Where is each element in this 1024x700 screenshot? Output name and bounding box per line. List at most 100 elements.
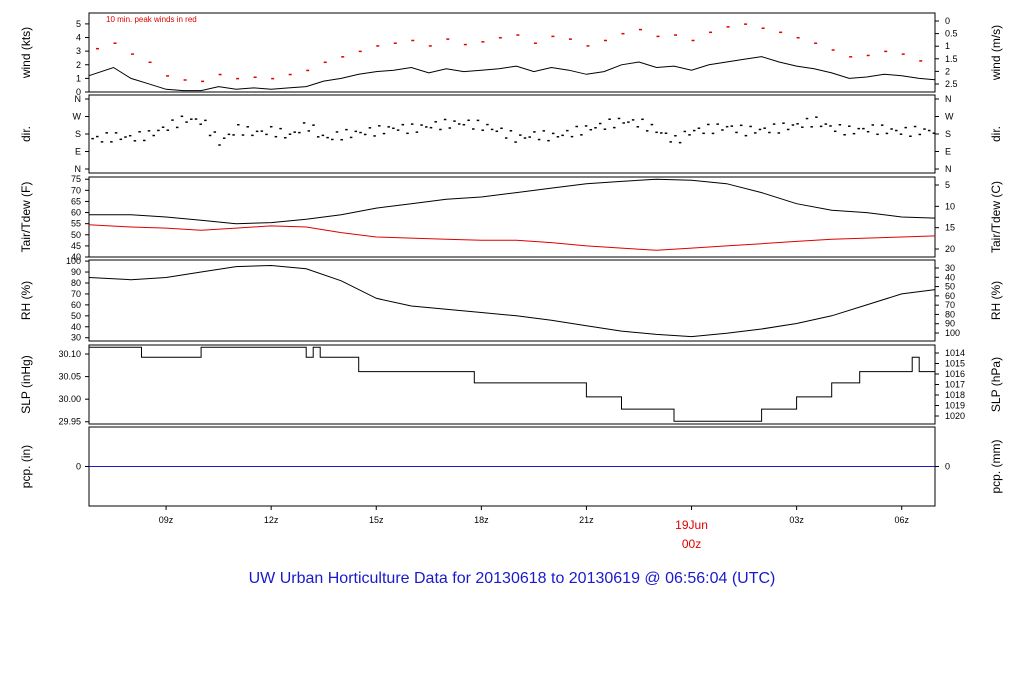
dir-point [114, 132, 118, 134]
slp-left-tick-label: 30.05 [58, 372, 81, 382]
dir-point [321, 134, 325, 137]
dir-point [810, 126, 813, 128]
tair-series-1-line [88, 224, 936, 251]
tair-right-tick-label: 5 [945, 180, 950, 190]
dir-point [791, 124, 795, 126]
dir-point [833, 130, 837, 133]
wind-right-tick-label: 0 [945, 16, 950, 26]
day-marker-hour: 00z [682, 537, 701, 551]
dir-point [316, 136, 320, 138]
dir-point [519, 134, 522, 136]
dir-point [500, 127, 503, 130]
dir-point [927, 129, 931, 132]
dir-point [199, 123, 202, 125]
dir-point [91, 137, 94, 140]
dir-point [208, 134, 212, 137]
rh-left-tick-label: 70 [71, 289, 81, 299]
rh-right-tick-label: 40 [945, 272, 955, 282]
dir-point [237, 123, 240, 126]
dir-point [688, 134, 691, 136]
dir-point [486, 123, 489, 126]
wind-peak-point [884, 50, 888, 53]
dir-point [218, 144, 221, 146]
dir-point [819, 125, 823, 128]
dir-point [185, 121, 188, 123]
wind-peak-point [919, 60, 923, 62]
slp-left-tick-label: 30.10 [58, 349, 81, 359]
wind-peak-point [849, 56, 853, 58]
pcp-left-tick-label: 0 [76, 462, 81, 472]
x-tick-label: 12z [264, 515, 279, 525]
dir-point [768, 131, 771, 134]
rh-ylabel-left: RH (%) [19, 281, 33, 320]
dir-point [904, 126, 907, 129]
dir-left-tick-label: E [75, 147, 81, 157]
slp-right-tick-label: 1018 [945, 390, 965, 400]
x-tick-label: 06z [894, 515, 909, 525]
dir-point [725, 125, 729, 128]
wind-peak-point [428, 45, 432, 47]
wind-peak-point [148, 61, 152, 64]
rh-left-tick-label: 50 [71, 311, 81, 321]
dir-point [124, 136, 127, 138]
wind-left-tick-label: 4 [76, 33, 81, 43]
pcp-ylabel-left: pcp. (in) [19, 445, 33, 488]
wind-peak-point [253, 76, 257, 79]
wind-left-tick-label: 5 [76, 19, 81, 29]
slp-ylabel-left: SLP (inHg) [19, 355, 33, 413]
wind-ylabel-left: wind (kts) [19, 27, 33, 79]
dir-point [735, 131, 738, 134]
rh-left-tick-label: 90 [71, 267, 81, 277]
wind-peak-point [113, 42, 117, 44]
tair-left-tick-label: 55 [71, 219, 81, 229]
wind-peak-point [271, 77, 275, 80]
dir-point [551, 132, 555, 135]
dir-point [251, 134, 254, 137]
dir-point [866, 130, 870, 133]
slp-ylabel-right: SLP (hPa) [989, 357, 1003, 412]
dir-point [575, 125, 578, 128]
dir-point [100, 141, 104, 143]
rh-right-tick-label: 90 [945, 319, 955, 329]
dir-point [255, 130, 259, 133]
dir-point [457, 123, 461, 125]
dir-point [387, 126, 390, 128]
dir-point [147, 130, 151, 132]
dir-point [504, 137, 508, 139]
dir-point [274, 135, 278, 138]
dir-point [368, 127, 372, 129]
dir-point [359, 131, 362, 134]
wind-peak-point [814, 42, 818, 44]
wind-peak-point [463, 43, 467, 46]
dir-point [824, 123, 828, 125]
dir-point [857, 127, 860, 130]
dir-point [161, 126, 165, 128]
tair-ylabel-right: Tair/Tdew (C) [989, 181, 1003, 253]
dir-point [617, 117, 621, 120]
dir-point [232, 134, 235, 136]
dir-point [340, 138, 343, 141]
tair-left-tick-label: 45 [71, 241, 81, 251]
tair-left-tick-label: 65 [71, 196, 81, 206]
dir-point [302, 122, 306, 124]
dir-point [354, 130, 358, 133]
dir-point [453, 120, 456, 122]
wind-peak-point [516, 34, 520, 36]
dir-point [895, 129, 898, 132]
dir-point [913, 125, 917, 128]
dir-point [194, 118, 198, 120]
dir-point [730, 125, 734, 127]
dir-point [425, 126, 428, 128]
dir-point [415, 131, 419, 133]
dir-point [664, 132, 668, 134]
dir-point [514, 141, 517, 143]
dir-point [777, 132, 781, 134]
dir-point [246, 126, 249, 128]
dir-point [796, 123, 799, 125]
dir-point [298, 131, 301, 134]
wind-peak-point [341, 56, 345, 58]
wind-right-tick-label: 1 [945, 41, 950, 51]
wind-right-tick-label: 1.5 [945, 54, 958, 64]
tair-right-tick-label: 10 [945, 201, 955, 211]
dir-point [838, 124, 842, 126]
